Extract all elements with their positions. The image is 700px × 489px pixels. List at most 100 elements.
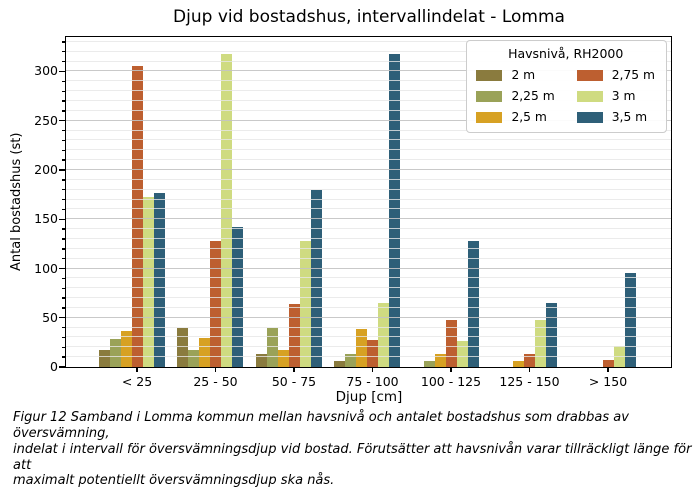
y-minor-tick: [62, 51, 66, 53]
bar: [624, 273, 636, 367]
y-minor-tick: [62, 257, 66, 260]
x-tick: [293, 367, 295, 372]
bar: [188, 350, 199, 367]
y-minor-tick: [62, 208, 66, 211]
y-tick-label: 100: [34, 260, 58, 276]
bar: [310, 189, 322, 367]
bar: [299, 240, 311, 367]
bar: [210, 240, 221, 367]
legend-label: 2,75 m: [611, 68, 655, 82]
bar: [602, 360, 614, 367]
x-tick-label: 25 - 50: [193, 374, 238, 389]
y-minor-tick: [62, 198, 66, 201]
bar: [334, 361, 345, 367]
bar: [535, 319, 546, 367]
bar: [266, 327, 278, 367]
bar: [467, 240, 479, 367]
legend: Havsnivå, RH2000 2 m 2,25 m 2,5 m 2,75 m 3 m…: [466, 40, 667, 133]
y-minor-tick: [62, 90, 66, 92]
x-axis-label: Djup [cm]: [335, 389, 403, 405]
y-tick: [59, 120, 66, 122]
legend-item: 3 m: [576, 89, 655, 103]
bar: [456, 341, 468, 367]
y-tick-label: 200: [34, 162, 58, 177]
y-minor-tick: [62, 179, 66, 181]
x-tick-label: 75 - 100: [346, 374, 399, 389]
legend-entries: 2 m 2,25 m 2,5 m 2,75 m 3 m 3,5 m: [476, 68, 655, 124]
y-minor-tick: [62, 159, 66, 161]
y-minor-tick: [62, 80, 66, 83]
bar: [345, 354, 356, 367]
legend-swatch-icon: [476, 69, 503, 81]
bar: [434, 354, 446, 367]
y-tick: [59, 366, 66, 368]
y-tick-label: 250: [34, 112, 58, 128]
y-tick: [59, 267, 66, 270]
gridline: [66, 149, 671, 151]
y-minor-tick: [62, 110, 66, 112]
legend-label: 2,25 m: [511, 89, 555, 103]
bar: [367, 340, 378, 367]
y-tick: [59, 317, 66, 319]
gridline: [66, 159, 671, 161]
bar: [199, 338, 210, 367]
figure-caption: Figur 12 Samband i Lomma kommun mellan h…: [13, 410, 697, 489]
y-minor-tick: [62, 41, 66, 43]
chart-title: Djup vid bostadshus, intervallindelat - …: [173, 7, 565, 27]
x-tick: [136, 367, 138, 372]
x-tick: [450, 367, 452, 372]
bar: [445, 319, 457, 367]
legend-item: 2,75 m: [576, 68, 655, 82]
bar: [613, 346, 625, 367]
y-minor-tick: [62, 326, 66, 329]
y-minor-tick: [62, 297, 66, 299]
y-minor-tick: [62, 287, 66, 289]
caption-line: Figur 12 Samband i Lomma kommun mellan h…: [13, 410, 629, 441]
legend-swatch-icon: [476, 111, 503, 123]
y-minor-tick: [62, 60, 66, 63]
bar: [255, 354, 267, 367]
legend-title: Havsnivå, RH2000: [508, 46, 624, 61]
bar: [389, 53, 400, 367]
x-tick: [607, 367, 609, 372]
bar: [177, 327, 188, 367]
y-minor-tick: [62, 139, 66, 142]
y-minor-tick: [62, 356, 66, 358]
y-minor-tick: [62, 228, 66, 230]
gridline: [66, 188, 671, 190]
x-tick: [528, 367, 531, 372]
y-tick-label: 50: [42, 309, 58, 325]
caption-line: maximalt potentiellt översvämningsdjup s…: [13, 473, 335, 489]
y-tick: [59, 169, 66, 171]
legend-item: 2,25 m: [476, 89, 555, 103]
bar: [546, 302, 557, 367]
legend-item: 2 m: [476, 68, 554, 82]
gridline: [66, 169, 671, 170]
gridline: [66, 139, 671, 141]
x-tick-label: < 25: [121, 374, 153, 389]
legend-label: 3 m: [611, 89, 636, 103]
y-minor-tick: [62, 238, 66, 240]
legend-label: 2 m: [511, 68, 536, 82]
legend-item: 2,5 m: [476, 110, 554, 124]
y-minor-tick: [62, 248, 66, 250]
y-tick: [59, 70, 66, 73]
bar: [109, 339, 121, 367]
y-minor-tick: [62, 149, 66, 151]
bar: [131, 65, 143, 367]
x-tick: [214, 367, 217, 372]
bar: [277, 350, 289, 367]
x-tick-label: > 150: [588, 374, 628, 389]
legend-swatch-icon: [576, 111, 603, 123]
x-tick-label: 50 - 75: [271, 374, 317, 389]
bar: [120, 330, 132, 367]
y-minor-tick: [62, 346, 66, 348]
x-tick-label: 125 - 150: [499, 374, 560, 389]
bar: [513, 361, 524, 367]
bar: [98, 350, 110, 367]
legend-swatch-icon: [576, 90, 603, 102]
bar: [142, 196, 154, 367]
legend-item: 3,5 m: [576, 110, 655, 124]
y-tick: [59, 218, 66, 220]
bar: [288, 303, 300, 367]
